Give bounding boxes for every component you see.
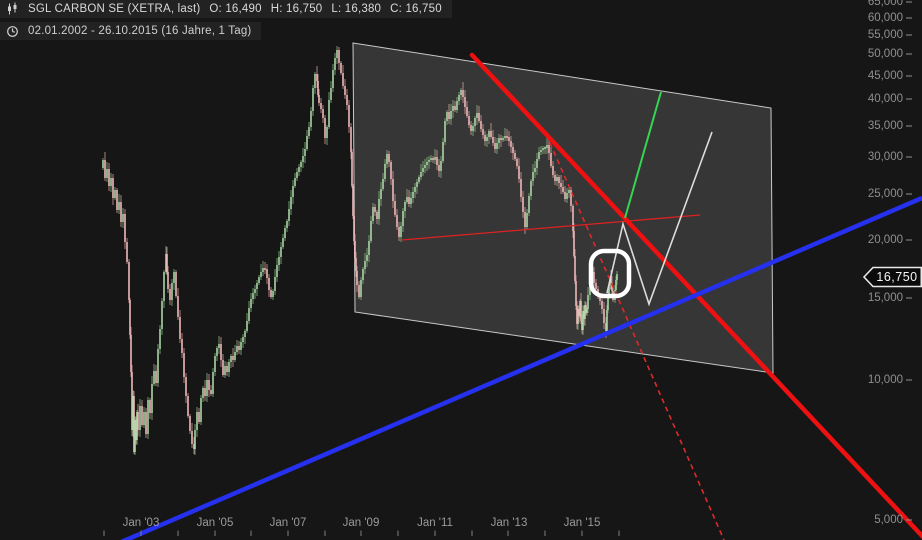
price-axis-label: 5,000 <box>874 514 903 526</box>
highlight-box-annotation[interactable] <box>588 248 632 299</box>
time-axis-label: Jan '11 <box>417 517 453 529</box>
price-axis-label: 45,000 <box>868 70 903 82</box>
ohlc-open: O: 16,490 <box>209 3 262 15</box>
price-axis-label: 40,000 <box>868 93 903 105</box>
candlestick-icon <box>8 2 17 15</box>
price-axis-label: 25,000 <box>868 188 903 200</box>
price-axis[interactable]: 65,000 60,000 55,000 50,000 45,000 40,000 35,0… <box>868 0 912 526</box>
minor-trendline[interactable] <box>401 214 701 241</box>
date-range-label: 02.01.2002 - 26.10.2015 (16 Jahre, 1 Tag… <box>28 25 252 37</box>
ohlc-high: H: 16,750 <box>270 3 323 15</box>
last-price-tag[interactable]: 16,750 <box>862 266 922 288</box>
price-axis-label: 35,000 <box>868 120 903 132</box>
time-axis[interactable]: Jan '03 Jan '05 Jan '07 Jan '09 Jan '11 Jan '… <box>103 517 620 536</box>
time-axis-label: Jan '15 <box>564 517 601 529</box>
instrument-title: SGL CARBON SE (XETRA, last) <box>28 3 201 15</box>
zigzag-projection-line[interactable] <box>606 131 713 307</box>
time-axis-label: Jan '09 <box>343 517 380 529</box>
price-axis-label: 10,000 <box>868 374 903 386</box>
candlestick-series <box>102 46 618 455</box>
last-price-tag-shape <box>862 266 922 288</box>
date-range-bar: 02.01.2002 - 26.10.2015 (16 Jahre, 1 Tag… <box>0 22 262 40</box>
price-axis-label: 30,000 <box>868 151 903 163</box>
dashed-downtrend-line[interactable] <box>549 142 725 540</box>
time-axis-label: Jan '03 <box>123 517 160 529</box>
price-axis-label: 60,000 <box>868 12 903 24</box>
price-axis-label: 15,000 <box>868 292 903 304</box>
green-projection-line[interactable] <box>624 91 662 219</box>
time-axis-label: Jan '05 <box>197 517 234 529</box>
clock-icon <box>7 25 18 37</box>
price-axis-label: 50,000 <box>868 48 903 60</box>
price-axis-label: 55,000 <box>868 29 903 41</box>
time-axis-label: Jan '13 <box>491 517 528 529</box>
instrument-ohlc-bar: SGL CARBON SE (XETRA, last) O: 16,490 H:… <box>0 0 452 18</box>
ohlc-close: C: 16,750 <box>390 3 442 15</box>
price-axis-label: 20,000 <box>868 234 903 246</box>
ohlc-low: L: 16,380 <box>331 3 382 15</box>
chart-header: SGL CARBON SE (XETRA, last) O: 16,490 H:… <box>0 0 452 40</box>
time-axis-label: Jan '07 <box>270 517 307 529</box>
last-price-tag-value: 16,750 <box>876 270 917 284</box>
price-axis-label: 65,000 <box>868 0 903 8</box>
major-uptrend-line[interactable] <box>112 195 922 540</box>
